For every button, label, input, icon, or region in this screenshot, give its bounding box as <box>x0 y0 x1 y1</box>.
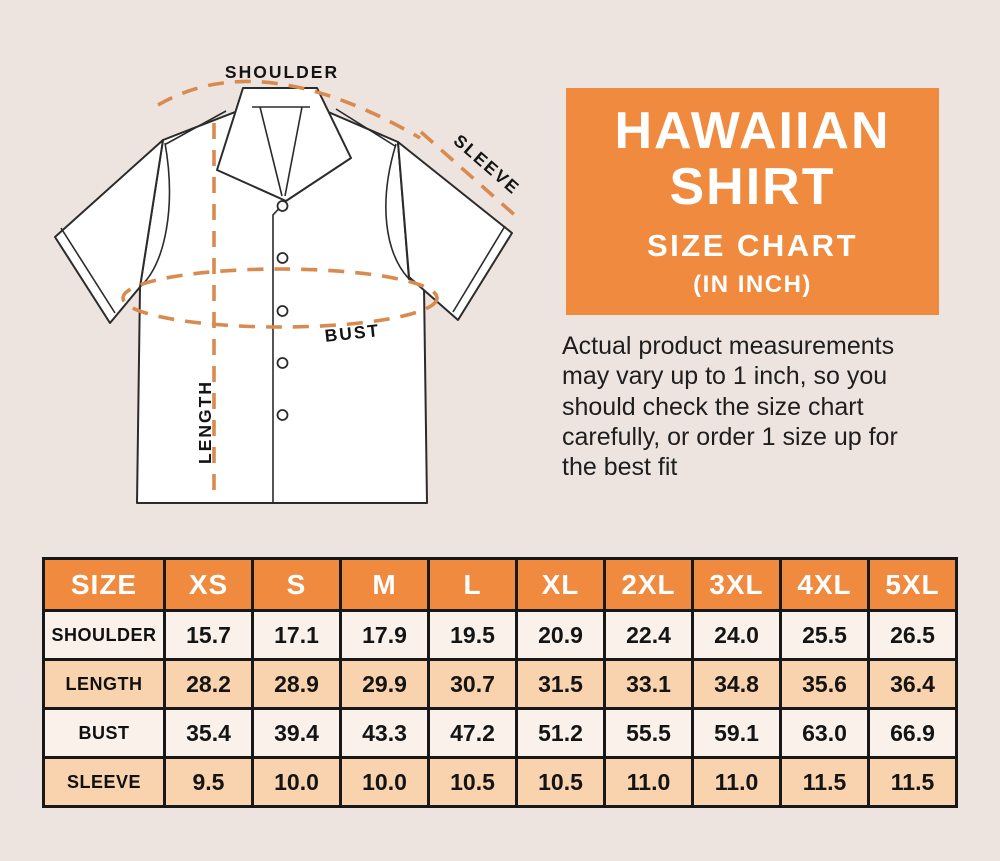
value-cell: 11.0 <box>603 756 694 808</box>
button-dot <box>276 305 289 317</box>
header-cell: M <box>339 557 430 612</box>
header-cell: 4XL <box>779 557 870 612</box>
title-box: HAWAIIAN SHIRT SIZE CHART (IN INCH) <box>566 88 939 315</box>
header-cell: 5XL <box>867 557 958 612</box>
row-label: SLEEVE <box>42 756 166 808</box>
value-cell: 51.2 <box>515 707 606 759</box>
collar-v-left <box>259 106 283 197</box>
button-dot <box>276 200 289 212</box>
bust-measure-ellipse <box>121 267 439 329</box>
header-cell: 2XL <box>603 557 694 612</box>
value-cell: 43.3 <box>339 707 430 759</box>
button-dot <box>276 252 289 264</box>
table-row-shoulder: SHOULDER 15.7 17.1 17.9 19.5 20.9 22.4 2… <box>42 609 958 661</box>
size-table: SIZE XS S M L XL 2XL 3XL 4XL 5XL SHOULDE… <box>42 557 958 808</box>
value-cell: 47.2 <box>427 707 518 759</box>
button-dot <box>276 357 289 369</box>
value-cell: 10.0 <box>339 756 430 808</box>
header-cell: XL <box>515 557 606 612</box>
value-cell: 10.0 <box>251 756 342 808</box>
value-cell: 36.4 <box>867 658 958 710</box>
value-cell: 26.5 <box>867 609 958 661</box>
unit-note: (IN INCH) <box>693 270 812 298</box>
header-cell: 3XL <box>691 557 782 612</box>
header-cell: S <box>251 557 342 612</box>
armhole-seam-left <box>139 142 171 288</box>
subtitle: SIZE CHART <box>647 227 858 263</box>
left-cuff-seam <box>60 227 116 314</box>
value-cell: 17.9 <box>339 609 430 661</box>
header-cell: XS <box>163 557 254 612</box>
value-cell: 28.2 <box>163 658 254 710</box>
header-cell-size: SIZE <box>42 557 166 612</box>
collar-v-right <box>284 106 303 197</box>
shirt-measurement-diagram: SHOULDER SLEEVE BUST LENGTH <box>54 62 524 504</box>
value-cell: 11.5 <box>867 756 958 808</box>
value-cell: 9.5 <box>163 756 254 808</box>
value-cell: 30.7 <box>427 658 518 710</box>
value-cell: 17.1 <box>251 609 342 661</box>
row-label: SHOULDER <box>42 609 166 661</box>
right-sleeve <box>397 141 513 321</box>
value-cell: 10.5 <box>515 756 606 808</box>
shoulder-label: SHOULDER <box>225 62 339 82</box>
value-cell: 55.5 <box>603 707 694 759</box>
value-cell: 19.5 <box>427 609 518 661</box>
title-line1: HAWAIIAN <box>614 102 891 161</box>
button-dot <box>276 409 289 421</box>
value-cell: 15.7 <box>163 609 254 661</box>
table-row-bust: BUST 35.4 39.4 43.3 47.2 51.2 55.5 59.1 … <box>42 707 958 759</box>
header-cell: L <box>427 557 518 612</box>
value-cell: 35.6 <box>779 658 870 710</box>
left-sleeve <box>54 139 164 324</box>
shoulder-measure-arc <box>157 79 421 140</box>
length-label: LENGTH <box>195 380 215 464</box>
table-row-sleeve: SLEEVE 9.5 10.0 10.0 10.5 10.5 11.0 11.0… <box>42 756 958 808</box>
value-cell: 24.0 <box>691 609 782 661</box>
table-row-length: LENGTH 28.2 28.9 29.9 30.7 31.5 33.1 34.… <box>42 658 958 710</box>
collar <box>216 87 352 202</box>
value-cell: 63.0 <box>779 707 870 759</box>
value-cell: 29.9 <box>339 658 430 710</box>
shoulder-seam-left <box>165 110 227 145</box>
value-cell: 25.5 <box>779 609 870 661</box>
value-cell: 28.9 <box>251 658 342 710</box>
row-label: LENGTH <box>42 658 166 710</box>
right-cuff-seam <box>452 225 506 313</box>
table-header-row: SIZE XS S M L XL 2XL 3XL 4XL 5XL <box>42 557 958 612</box>
armhole-seam-right <box>385 143 410 280</box>
title-line2: SHIRT <box>669 157 836 216</box>
value-cell: 35.4 <box>163 707 254 759</box>
value-cell: 66.9 <box>867 707 958 759</box>
shoulder-seam-right <box>335 108 396 147</box>
sleeve-measure-line <box>419 130 520 220</box>
value-cell: 59.1 <box>691 707 782 759</box>
value-cell: 11.0 <box>691 756 782 808</box>
value-cell: 10.5 <box>427 756 518 808</box>
value-cell: 20.9 <box>515 609 606 661</box>
value-cell: 11.5 <box>779 756 870 808</box>
row-label: BUST <box>42 707 166 759</box>
description-text: Actual product measurements may vary up … <box>562 332 898 481</box>
value-cell: 22.4 <box>603 609 694 661</box>
value-cell: 34.8 <box>691 658 782 710</box>
value-cell: 39.4 <box>251 707 342 759</box>
value-cell: 31.5 <box>515 658 606 710</box>
value-cell: 33.1 <box>603 658 694 710</box>
